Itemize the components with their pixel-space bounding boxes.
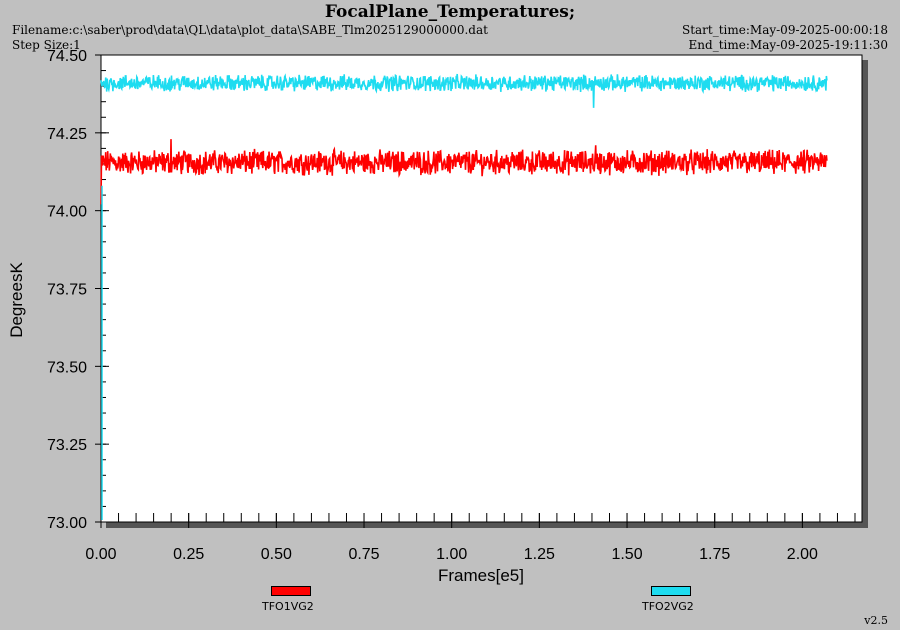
x-tick-label: 0.00 <box>85 546 116 563</box>
y-tick-label: 73.25 <box>47 437 87 454</box>
plot-area <box>100 54 863 523</box>
axes-layer: 0.00 0.25 0.50 0.75 1.00 1.25 1.50 1.75 2.00 73.0… <box>47 48 856 563</box>
version-label: v2.5 <box>864 614 888 627</box>
y-tick-label: 74.00 <box>47 204 87 221</box>
legend-label-tfo2vg2: TFO2VG2 <box>642 600 694 613</box>
x-axis-label: Frames[e5] <box>438 566 524 585</box>
series-line-tfo2vg2 <box>100 73 828 108</box>
y-tick-label: 73.00 <box>47 515 87 532</box>
x-tick-label: 1.00 <box>436 546 467 563</box>
y-axis-label: DegreesK <box>7 262 26 338</box>
legend-swatch-tfo1vg2 <box>271 586 311 596</box>
series-line-tfo1vg2 <box>100 139 828 205</box>
end-time-label: End_time:May-09-2025-19:11:30 <box>688 38 888 52</box>
y-tick-label: 73.75 <box>47 282 87 299</box>
x-tick-label: 0.75 <box>348 546 379 563</box>
series-layer <box>100 73 828 520</box>
y-tick-label: 73.50 <box>47 359 87 376</box>
legend-swatch-tfo2vg2 <box>651 586 691 596</box>
y-tick-label: 74.50 <box>47 48 87 65</box>
y-tick-label: 74.25 <box>47 126 87 143</box>
x-tick-label: 2.00 <box>787 546 818 563</box>
step-size-label: Step Size:1 <box>12 38 81 52</box>
legend-label-tfo1vg2: TFO1VG2 <box>262 600 314 613</box>
chart-title: FocalPlane_Temperatures; <box>324 2 576 22</box>
x-tick-label: 0.50 <box>261 546 292 563</box>
x-tick-label: 0.25 <box>173 546 204 563</box>
x-tick-label: 1.50 <box>611 546 642 563</box>
x-tick-label: 1.75 <box>699 546 730 563</box>
start-time-label: Start_time:May-09-2025-00:00:18 <box>681 23 888 37</box>
filename-label: Filename:c:\saber\prod\data\QL\data\plot… <box>12 23 488 37</box>
x-tick-label: 1.25 <box>524 546 555 563</box>
